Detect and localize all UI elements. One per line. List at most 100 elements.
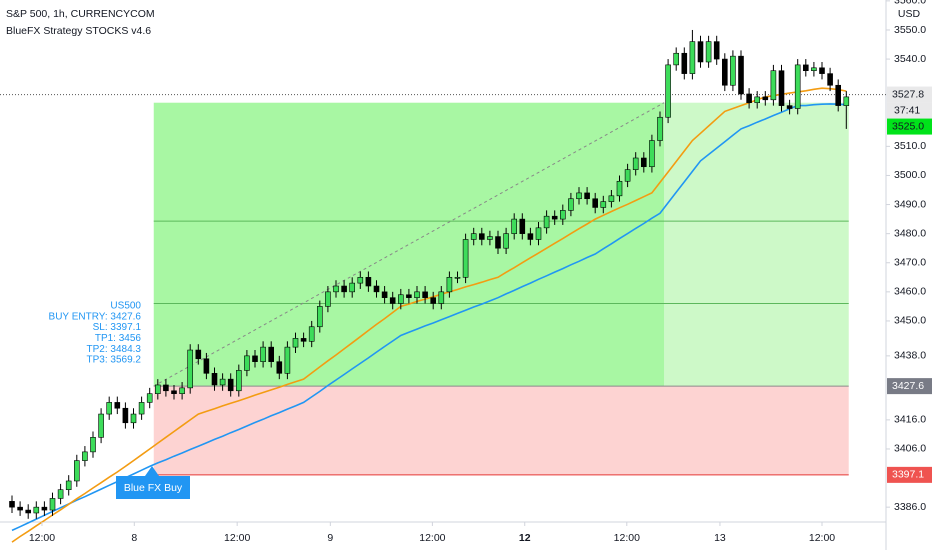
- candle-body: [65, 480, 72, 491]
- candle-body: [260, 346, 266, 362]
- candle-body: [227, 378, 234, 392]
- x-tick-label: 12:00: [809, 532, 835, 544]
- candle-body: [697, 41, 704, 63]
- candle-body: [203, 358, 210, 374]
- candle-body: [373, 285, 380, 293]
- candle-body: [268, 346, 275, 362]
- candle-body: [640, 157, 647, 168]
- candle-body: [657, 116, 663, 141]
- candle-body: [551, 215, 558, 220]
- candle-body: [665, 64, 671, 118]
- x-tick-label: 12:00: [224, 532, 250, 544]
- signal-text: TP2: 3484.3: [87, 344, 142, 355]
- candle-body: [397, 294, 404, 304]
- current-level-label: 3525.0: [892, 120, 924, 132]
- candle-body: [146, 393, 153, 403]
- candle-body: [333, 285, 339, 293]
- countdown-bg: [887, 102, 932, 119]
- candle-body: [316, 306, 323, 328]
- chart-title: S&P 500, 1h, CURRENCYCOM: [6, 8, 155, 20]
- candle-body: [568, 198, 574, 211]
- candle-body: [705, 41, 712, 63]
- candle-body: [713, 41, 720, 60]
- candle-body: [527, 233, 534, 240]
- x-tick-label: 12:00: [419, 532, 445, 544]
- candle-body: [114, 402, 121, 409]
- candle-body: [90, 437, 96, 453]
- candle-body: [584, 192, 590, 200]
- candle-body: [276, 361, 283, 374]
- candle-body: [802, 64, 809, 72]
- y-tick-label: 3450.0: [894, 315, 926, 327]
- x-tick-label: 12: [519, 532, 531, 544]
- candle-body: [632, 157, 639, 170]
- y-tick-label: 3490.0: [894, 198, 926, 210]
- candle-body: [33, 506, 40, 514]
- candle-body: [819, 67, 825, 74]
- entry-label: 3427.6: [892, 380, 924, 392]
- x-tick-label: 8: [131, 532, 137, 544]
- candle-body: [754, 96, 761, 104]
- candle-body: [381, 291, 388, 298]
- candle-body: [770, 70, 777, 101]
- candle-body: [778, 70, 785, 106]
- candle-body: [406, 294, 412, 298]
- last-price-label: 3527.8: [892, 88, 924, 100]
- candle-body: [835, 84, 842, 106]
- candle-body: [9, 501, 15, 508]
- candle-body: [98, 413, 104, 438]
- entry-label: [887, 378, 932, 395]
- candle-body: [478, 233, 485, 240]
- candle-body: [138, 402, 145, 415]
- profit-zone-light: [664, 102, 849, 387]
- candle-body: [365, 276, 372, 287]
- candle-body: [179, 387, 185, 394]
- candle-body: [608, 195, 615, 202]
- candle-body: [438, 291, 445, 304]
- candle-body: [341, 285, 347, 293]
- candle-body: [171, 390, 177, 394]
- signal-button-label: Blue FX Buy: [124, 482, 183, 494]
- candle-body: [730, 55, 736, 86]
- candle-body: [786, 105, 793, 109]
- x-tick-label: 12:00: [614, 532, 640, 544]
- candle-body: [25, 509, 32, 514]
- candle-body: [673, 52, 680, 66]
- moving-average: [11, 87, 847, 543]
- y-tick-label: 3560.0: [894, 0, 926, 7]
- candle-body: [811, 67, 817, 72]
- signal-text: TP3: 3569.2: [87, 355, 142, 366]
- signal-button: [116, 466, 190, 499]
- candle-body: [187, 349, 193, 389]
- candle-body: [106, 402, 112, 415]
- y-tick-label: 3470.0: [894, 257, 926, 269]
- candle-body: [244, 355, 250, 371]
- candle-body: [794, 64, 801, 109]
- last-price-label: [887, 86, 932, 103]
- y-tick-label: 3540.0: [894, 53, 926, 65]
- y-tick-label: 3438.0: [894, 350, 926, 362]
- candle-body: [559, 210, 566, 220]
- candle-body: [300, 338, 307, 342]
- y-tick-label: 3480.0: [894, 227, 926, 239]
- candle-body: [519, 218, 526, 234]
- candle-body: [195, 349, 202, 360]
- candle-body: [462, 239, 469, 278]
- y-tick-label: 3406.0: [894, 443, 926, 455]
- stop-loss-label: [887, 466, 932, 483]
- candle-body: [325, 291, 331, 307]
- candle-body: [543, 215, 550, 229]
- candle-body: [211, 373, 218, 386]
- y-tick-label: 3510.0: [894, 140, 926, 152]
- candle-body: [592, 198, 599, 208]
- candle-body: [511, 218, 518, 234]
- candle-body: [721, 58, 728, 86]
- candle-body: [600, 201, 607, 208]
- candle-body: [689, 41, 696, 74]
- candle-body: [292, 338, 299, 348]
- candle-body: [122, 407, 129, 424]
- stop-loss-label: 3397.1: [892, 469, 924, 481]
- x-tick-label: 9: [327, 532, 333, 544]
- signal-text: TP1: 3456: [95, 333, 142, 344]
- moving-average: [11, 103, 847, 532]
